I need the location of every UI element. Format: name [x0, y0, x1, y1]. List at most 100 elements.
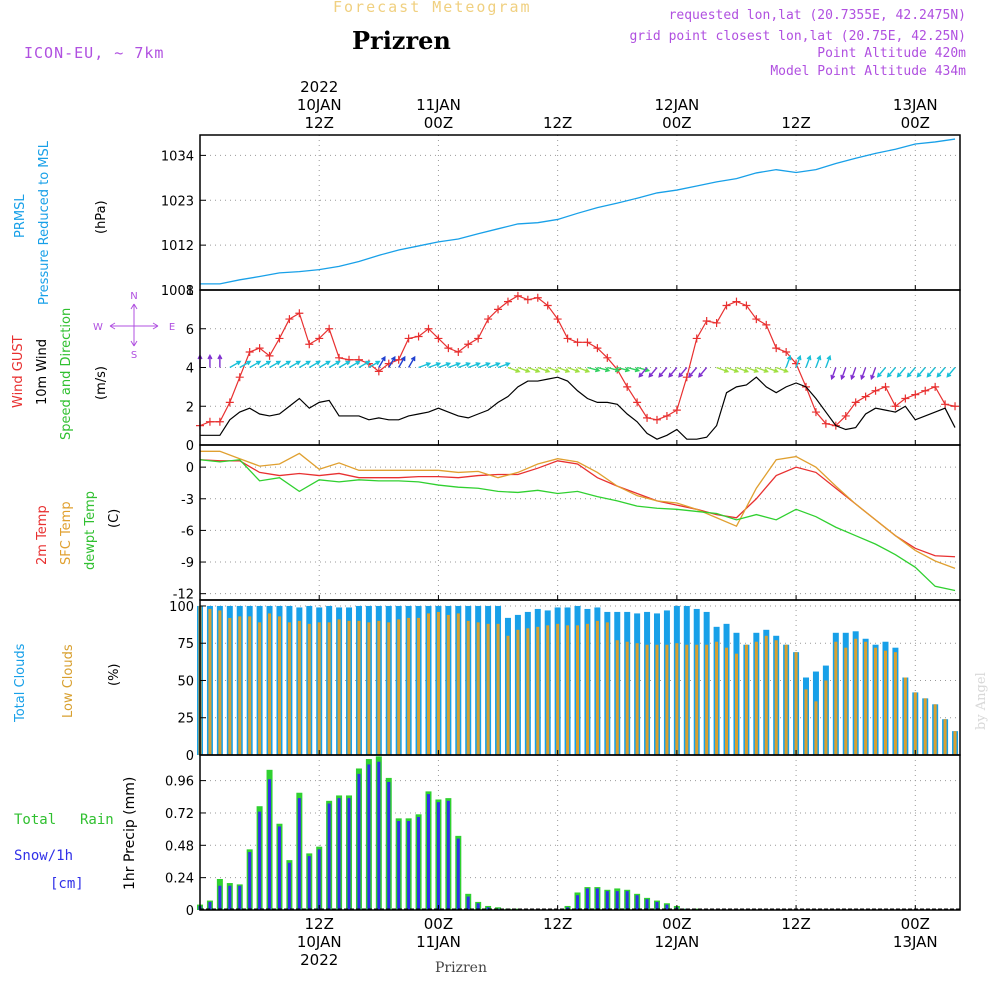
wind-gust-marker [732, 297, 741, 306]
wind-direction-arrow [328, 360, 341, 369]
snow-precip-bar [297, 798, 301, 910]
wind-gust-marker [205, 417, 214, 426]
low-cloud-bar [585, 623, 589, 755]
low-cloud-bar [913, 692, 917, 755]
low-cloud-bar [317, 622, 321, 755]
snow-unit-label: [cm] [50, 876, 84, 892]
wind-gust-marker [811, 408, 820, 417]
wind-gust-marker [325, 324, 334, 333]
low-cloud-bar [496, 623, 500, 755]
wind-gust-marker [444, 344, 453, 353]
low-cloud-bar [506, 635, 510, 755]
wind-direction-arrow [338, 360, 351, 369]
wind-direction-arrow [398, 355, 406, 368]
low-cloud-bar [705, 644, 709, 755]
wind-gust-marker [633, 398, 642, 407]
wind-direction-arrow [850, 367, 857, 381]
low-cloud-bar [218, 610, 222, 755]
low-cloud-bar [456, 613, 460, 755]
low-cloud-bar [327, 622, 331, 755]
wind-direction-arrow [308, 360, 321, 369]
snow-precip-bar [446, 800, 450, 910]
snow-precip-bar [268, 779, 272, 910]
wind-direction-arrow [766, 366, 779, 373]
low-cloud-bar [874, 647, 878, 755]
low-cloud-bar [258, 622, 262, 755]
y-tick-label-p2: 0 [186, 439, 194, 454]
wind-direction-arrow [716, 366, 730, 373]
snow-precip-bar [417, 817, 421, 910]
wind-gust-marker [513, 291, 522, 300]
y-tick-label-p1: 1012 [161, 239, 194, 254]
snow-precip-bar [576, 895, 580, 910]
wind-gust-marker [374, 367, 383, 376]
wind-direction-arrow [916, 367, 926, 378]
wind-direction-arrow [658, 367, 668, 378]
wind-gust-marker [861, 392, 870, 401]
low-cloud-bar [864, 641, 868, 755]
snow-precip-bar [436, 802, 440, 910]
axis-ticks: 1001 1012 1023 1034 0 2 4 6 8 -12 -9 -6 -3 0 0 25 50 75 10… [161, 78, 938, 969]
wind-direction-arrow [805, 354, 812, 368]
low-clouds-label: Low Clouds [61, 644, 76, 718]
wind-direction-arrow [775, 366, 789, 373]
y-tick-label-p4: 100 [169, 600, 194, 615]
temp-sfc-label: SFC Temp [59, 501, 74, 565]
y-tick-label-p1: 1023 [161, 194, 194, 209]
low-cloud-bar [655, 644, 659, 755]
bottom-time-label: 00Z [424, 915, 453, 933]
low-cloud-bar [297, 620, 301, 755]
clouds-unit: (%) [107, 664, 122, 687]
wind-direction-arrow [627, 366, 641, 373]
wind-direction-arrow [876, 367, 887, 378]
y-tick-label-p4: 25 [177, 712, 194, 727]
wind-direction-arrow [617, 366, 631, 373]
wind-direction-arrow [668, 367, 678, 378]
wind-gust-marker [533, 293, 542, 302]
wind-gust-marker [474, 334, 483, 343]
low-cloud-bar [943, 719, 947, 755]
wind-gust-marker [851, 398, 860, 407]
wind-gust-marker [424, 324, 433, 333]
y-tick-label-p5: 0.96 [165, 775, 194, 790]
snow-precip-bar [337, 798, 341, 910]
wind-direction-arrow [830, 367, 837, 381]
low-cloud-bar [665, 644, 669, 755]
wind-gust-marker [265, 351, 274, 360]
wind-gust-marker [235, 373, 244, 382]
snow-precip-bar [615, 891, 619, 910]
low-cloud-bar [734, 653, 738, 755]
temp-dewpt-label: dewpt Temp [83, 491, 98, 570]
y-tick-label-p3: 0 [186, 461, 194, 476]
snow-precip-bar [307, 856, 311, 910]
panel2-labels: Wind GUST 10m Wind Speed and Direction (… [11, 291, 175, 440]
low-cloud-bar [556, 623, 560, 755]
low-cloud-bar [844, 647, 848, 755]
panel-frame-3 [199, 444, 961, 601]
snow-precip-bar [426, 794, 430, 910]
wind-direction-arrow [946, 367, 956, 378]
y-tick-label-p3: -12 [173, 588, 194, 603]
low-cloud-bar [804, 689, 808, 755]
top-time-label: 12Z [305, 114, 334, 132]
wind-gust-marker [951, 402, 960, 411]
y-tick-label-p1: 1034 [161, 149, 194, 164]
wind-direction-arrow [458, 362, 471, 369]
low-cloud-bar [595, 620, 599, 755]
wind-direction-arrow [467, 362, 481, 369]
wind-direction-arrow [207, 354, 213, 368]
low-cloud-bar [645, 644, 649, 755]
snow-precip-bar [258, 811, 262, 910]
bottom-time-label: 00Z [662, 915, 691, 933]
low-cloud-bar [715, 641, 719, 755]
low-cloud-bar [695, 644, 699, 755]
snow-precip-bar [367, 764, 371, 910]
low-cloud-bar [685, 644, 689, 755]
wind-direction-arrow [239, 360, 252, 369]
bottom-time-label: 12Z [781, 915, 810, 933]
watermark: by Angel [974, 672, 989, 730]
top-time-label: 12JAN [654, 96, 699, 114]
low-cloud-bar [744, 644, 748, 755]
